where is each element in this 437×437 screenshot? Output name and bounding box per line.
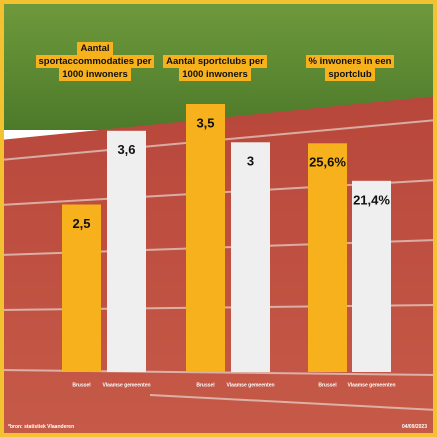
bar (231, 142, 270, 372)
category-label: Brussel (72, 382, 91, 388)
category-label: Vlaamse gemeenten (102, 382, 150, 388)
value-label: 3,5 (196, 115, 214, 130)
source: *bron: statistiek Vlaanderen (8, 424, 75, 430)
category-label: Brussel (196, 382, 215, 388)
bar (62, 204, 101, 372)
value-label: 21,4% (353, 192, 390, 207)
group-title-text: Aantal sportclubs per 1000 inwoners (163, 55, 267, 81)
bar (352, 180, 391, 372)
category-label: Brussel (318, 382, 337, 388)
group-title-text: % inwoners in een sportclub (305, 55, 395, 81)
date: 04/09/2023 (401, 424, 427, 430)
value-label: 2,5 (72, 216, 90, 231)
group-title-text: Aantal sportaccommodaties per 1000 inwon… (35, 42, 155, 81)
group-title: Aantal sportclubs per 1000 inwoners (155, 55, 275, 81)
value-label: 3 (247, 154, 254, 169)
category-label: Vlaamse gemeenten (347, 382, 395, 388)
bar (186, 104, 225, 372)
category-label: Vlaamse gemeenten (226, 382, 274, 388)
group-title: % inwoners in een sportclub (290, 55, 410, 81)
group-title: Aantal sportaccommodaties per 1000 inwon… (35, 42, 155, 81)
value-label: 25,6% (309, 155, 346, 170)
bar (308, 143, 347, 372)
value-label: 3,6 (117, 142, 135, 157)
bar (107, 130, 146, 372)
